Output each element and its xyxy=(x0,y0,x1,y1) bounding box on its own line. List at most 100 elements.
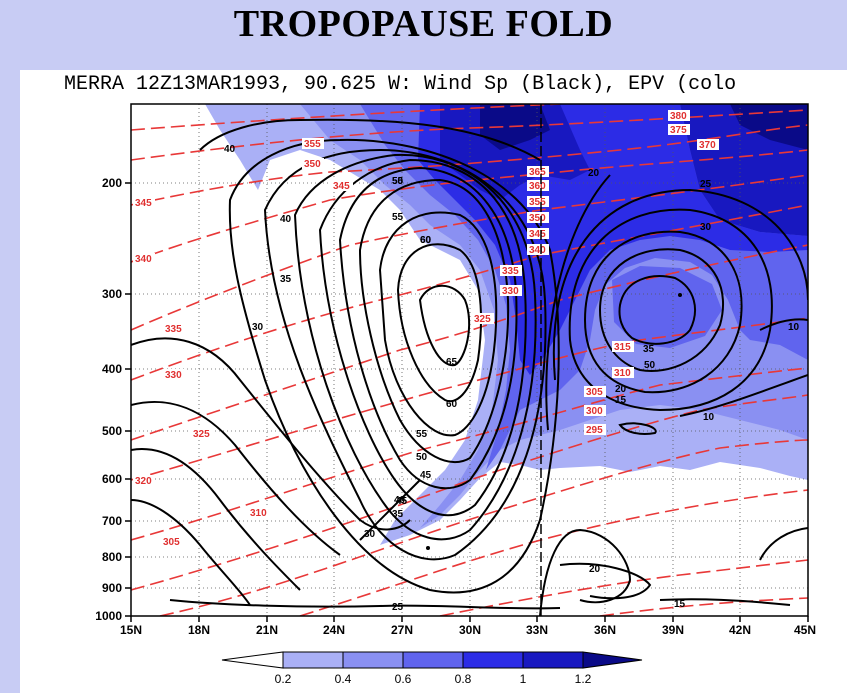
epv-label: 340 xyxy=(133,253,155,265)
wind-label: 55 xyxy=(392,176,404,187)
epv-label: 340 xyxy=(527,244,549,256)
epv-label: 370 xyxy=(697,139,719,151)
x-tick-label: 42N xyxy=(729,623,751,637)
colorbar-cell xyxy=(462,651,524,669)
wind-label: 15 xyxy=(615,395,627,406)
epv-label: 335 xyxy=(163,323,185,335)
wind-label: 45 xyxy=(396,496,408,507)
x-tick-label: 15N xyxy=(120,623,142,637)
wind-label: 40 xyxy=(280,214,292,225)
wind-label: 40 xyxy=(394,495,406,506)
epv-label: 305 xyxy=(584,386,606,398)
epv-label-text: 335 xyxy=(502,266,519,277)
wind-label: 20 xyxy=(588,168,600,179)
x-tick-label: 36N xyxy=(594,623,616,637)
epv-label-text: 340 xyxy=(529,245,546,256)
wind-label: 60 xyxy=(420,235,432,246)
wind-label: 20 xyxy=(615,384,627,395)
colorbar-label: 0.4 xyxy=(335,672,352,686)
colorbar: 0.2 0.4 0.6 0.8 1 1.2 xyxy=(221,651,643,686)
colorbar-cell xyxy=(342,651,404,669)
epv-label: 355 xyxy=(302,138,324,150)
epv-label-text: 380 xyxy=(670,111,687,122)
wind-label: 25 xyxy=(700,179,712,190)
y-tick-labels: 200 300 400 500 600 700 800 900 1000 xyxy=(95,176,122,623)
epv-label: 310 xyxy=(248,507,270,519)
colorbar-cell xyxy=(582,651,643,669)
epv-label: 365 xyxy=(527,166,549,178)
epv-label: 375 xyxy=(668,124,690,136)
wind-label: 10 xyxy=(703,412,715,423)
epv-label: 380 xyxy=(668,110,690,122)
epv-label: 330 xyxy=(163,369,185,381)
wind-label: 60 xyxy=(420,235,432,246)
x-tick-label: 45N xyxy=(794,623,816,637)
colorbar-label: 0.2 xyxy=(275,672,292,686)
epv-label-text: 350 xyxy=(529,213,546,224)
colorbar-label: 1.2 xyxy=(575,672,592,686)
epv-label-text: 330 xyxy=(165,370,182,381)
chart-title: MERRA 12Z13MAR1993, 90.625 W: Wind Sp (B… xyxy=(64,73,737,96)
x-tick-label: 39N xyxy=(662,623,684,637)
colorbar-cell xyxy=(522,651,584,669)
grid xyxy=(131,104,808,616)
epv-label-text: 305 xyxy=(586,387,603,398)
wind-label: 20 xyxy=(589,564,601,575)
colorbar-label: 0.8 xyxy=(455,672,472,686)
epv-label: 295 xyxy=(584,424,606,436)
colorbar-label: 1 xyxy=(520,672,527,686)
epv-label-text: 325 xyxy=(193,429,210,440)
y-tick-label: 300 xyxy=(102,287,122,301)
y-tick-label: 500 xyxy=(102,424,122,438)
epv-label: 305 xyxy=(161,536,183,548)
wind-speed-contours xyxy=(131,118,808,616)
wind-label: 45 xyxy=(420,470,432,481)
wind-label: 60 xyxy=(446,399,458,410)
y-tick-label: 600 xyxy=(102,472,122,486)
epv-label: 325 xyxy=(472,313,494,325)
wind-label: 35 xyxy=(392,509,404,520)
wind-label: 30 xyxy=(364,529,376,540)
y-tick-label: 900 xyxy=(102,581,122,595)
wind-label: 55 xyxy=(392,212,404,223)
y-tick-label: 1000 xyxy=(95,609,122,623)
epv-label-text: 310 xyxy=(614,368,631,379)
colorbar-cell xyxy=(282,651,344,669)
epv-label: 345 xyxy=(527,228,549,240)
epv-label-text: 305 xyxy=(163,537,180,548)
epv-label-text: 335 xyxy=(165,324,182,335)
epv-label-text: 355 xyxy=(529,197,546,208)
epv-label-text: 295 xyxy=(586,425,603,436)
colorbar-cell xyxy=(402,651,464,669)
epv-labels: 380 375 370 365 360 355 350 345 340 335 … xyxy=(133,110,719,548)
slide-title: TROPOPAUSE FOLD xyxy=(233,3,614,45)
wind-label: 30 xyxy=(252,322,264,333)
wind-label: 10 xyxy=(788,322,800,333)
x-tick-label: 24N xyxy=(323,623,345,637)
epv-label-text: 310 xyxy=(250,508,267,519)
wind-label: 15 xyxy=(674,599,686,610)
epv-label: 345 xyxy=(331,180,353,192)
epv-label: 345 xyxy=(133,197,155,209)
epv-label-text: 320 xyxy=(135,476,152,487)
epv-label: 325 xyxy=(191,428,213,440)
wind-label: 25 xyxy=(392,602,404,613)
epv-label-text: 375 xyxy=(670,125,687,136)
wind-label: 55 xyxy=(416,429,428,440)
epv-label-text: 325 xyxy=(474,314,491,325)
epv-label-text: 345 xyxy=(333,181,350,192)
colorbar-cell xyxy=(221,651,284,669)
epv-label-text: 350 xyxy=(304,159,321,170)
epv-label: 350 xyxy=(527,212,549,224)
epv-label-text: 360 xyxy=(529,181,546,192)
wind-labels: 40 45 50 55 60 65 60 55 50 45 40 35 30 3… xyxy=(224,144,800,613)
y-tick-label: 700 xyxy=(102,514,122,528)
wind-label: 65 xyxy=(446,357,458,368)
x-tick-label: 18N xyxy=(188,623,210,637)
colorbar-label: 0.6 xyxy=(395,672,412,686)
epv-label-text: 365 xyxy=(529,167,546,178)
wind-label: 35 xyxy=(643,344,655,355)
epv-label: 300 xyxy=(584,405,606,417)
wind-label: 50 xyxy=(392,176,404,187)
